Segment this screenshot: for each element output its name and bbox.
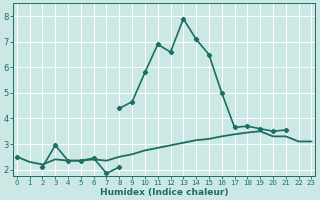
X-axis label: Humidex (Indice chaleur): Humidex (Indice chaleur) <box>100 188 228 197</box>
